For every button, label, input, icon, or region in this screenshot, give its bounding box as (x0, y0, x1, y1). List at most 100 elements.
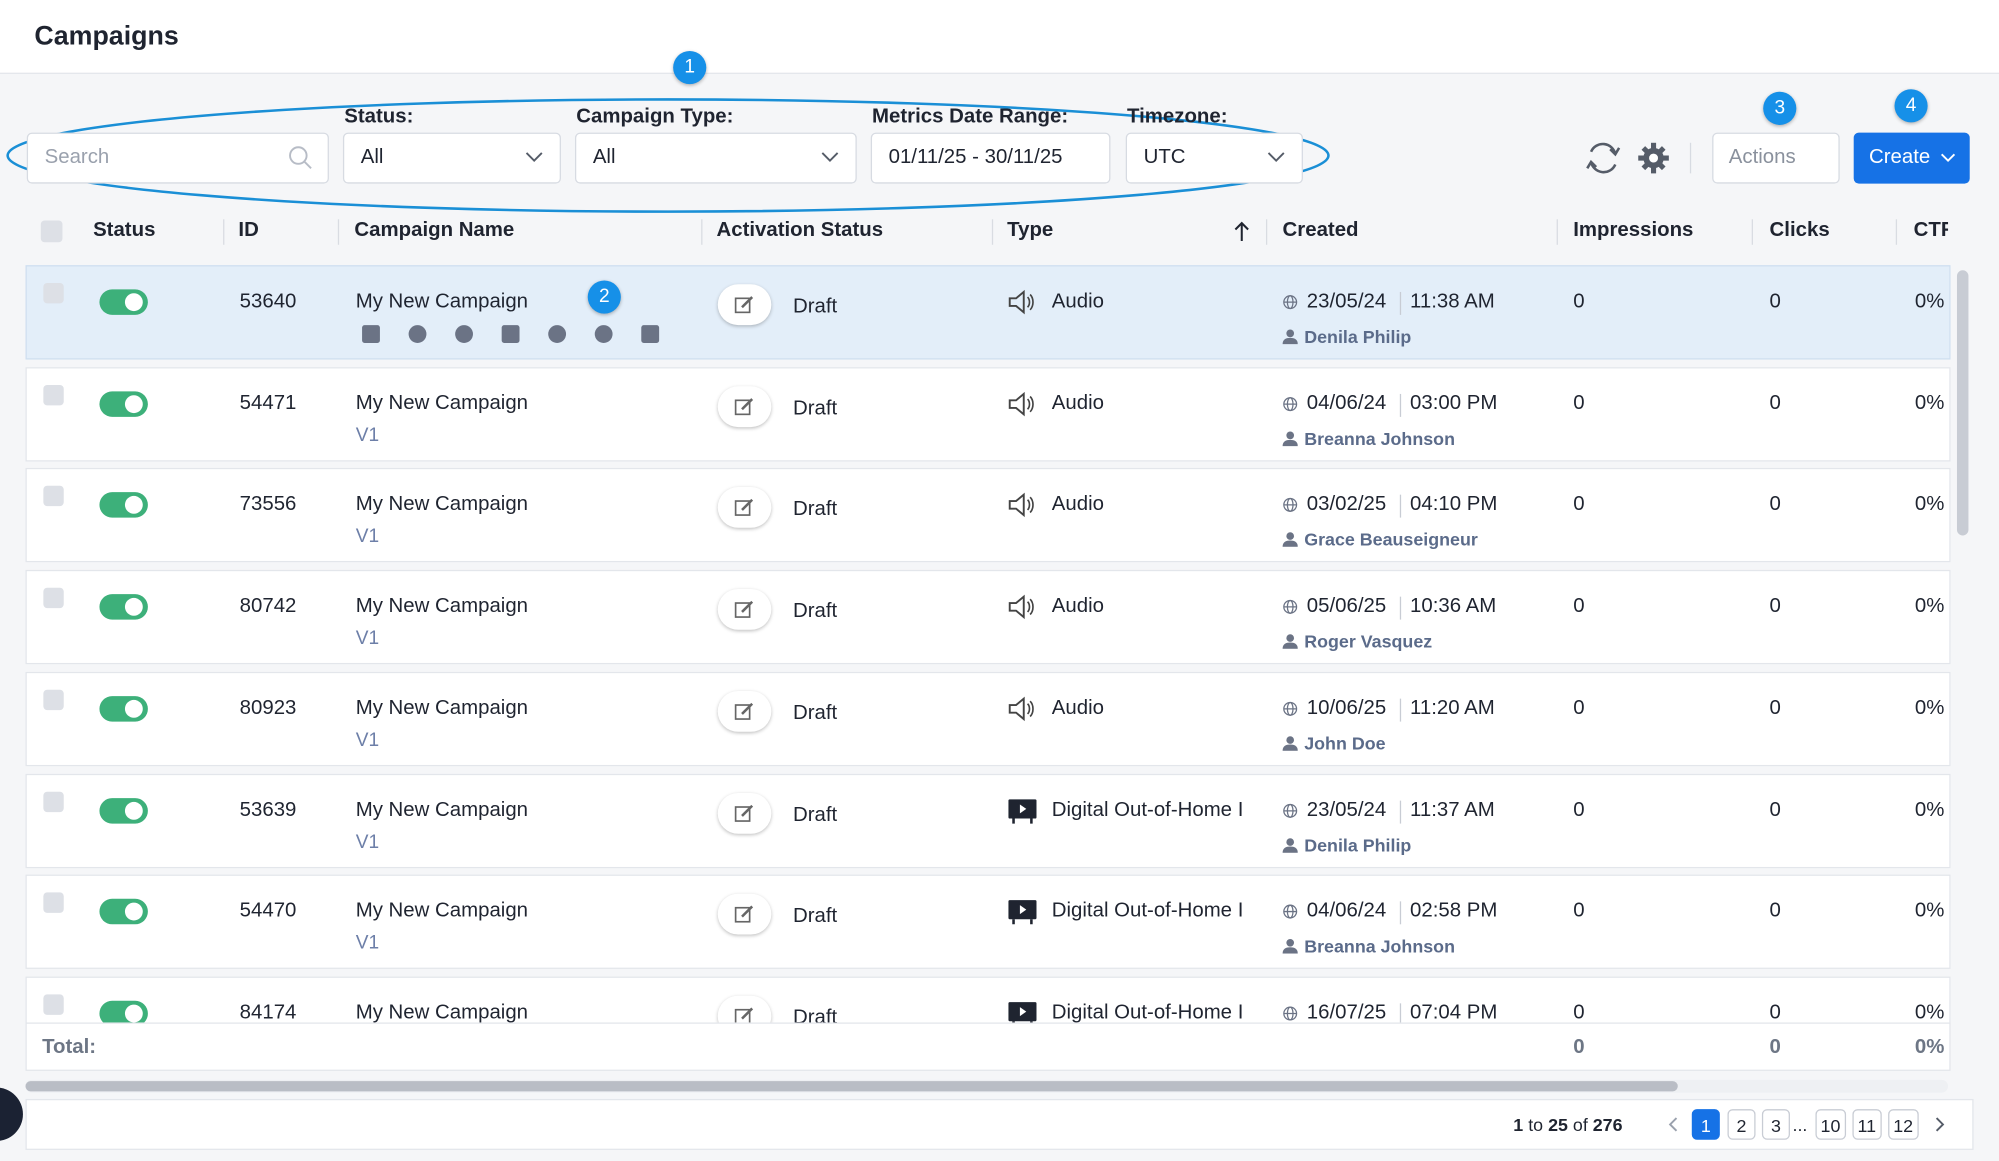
page-button[interactable]: 1 (1691, 1109, 1720, 1140)
activation-status: Draft (792, 702, 838, 724)
row-cells: 84174 My New Campaign Draft Digital Out-of-… (0, 976, 1951, 1023)
toggle-knob (124, 801, 143, 820)
table-row[interactable] (25, 773, 1951, 868)
toggle-knob (124, 394, 143, 413)
created-time: 04:10 PM (1410, 493, 1498, 516)
campaign-type: Audio (1051, 493, 1104, 516)
column-header[interactable]: Created (1282, 219, 1359, 241)
campaign-name[interactable]: My New Campaign (355, 798, 529, 821)
page-arrows[interactable] (1664, 1114, 1957, 1134)
date-separator (1399, 698, 1402, 722)
column-header[interactable]: Impressions (1573, 219, 1694, 241)
user-icon (1282, 329, 1298, 345)
created-time: 02:58 PM (1410, 900, 1498, 922)
page-title: Campaigns (34, 21, 179, 51)
actions-button[interactable] (1712, 132, 1840, 184)
created-date: 23/05/24 (1306, 290, 1387, 313)
created-time: 10:36 AM (1410, 595, 1497, 618)
assistant-badge[interactable] (0, 1087, 23, 1142)
range-to-word: to (1528, 1114, 1544, 1135)
page-button[interactable]: 3 (1761, 1109, 1790, 1140)
totals-clicks: 0 (1769, 1036, 1781, 1059)
filter-highlight (6, 98, 1330, 213)
table-row[interactable] (25, 976, 1951, 1023)
page-button[interactable]: 2 (1727, 1109, 1756, 1140)
row-checkbox[interactable] (43, 689, 64, 710)
campaign-name[interactable]: My New Campaign (355, 900, 529, 922)
column-header[interactable]: Clicks (1769, 219, 1830, 241)
row-checkbox[interactable] (43, 791, 64, 812)
globe-icon (1283, 701, 1298, 716)
row-checkbox[interactable] (43, 994, 64, 1015)
page-button[interactable]: 10 (1815, 1109, 1846, 1140)
table-row[interactable] (25, 468, 1951, 563)
campaign-id: 53639 (239, 798, 297, 821)
campaign-name[interactable]: My New Campaign (355, 290, 529, 313)
table-row[interactable] (25, 569, 1951, 665)
column-header[interactable]: Campaign Name (354, 219, 515, 241)
toggle-knob (124, 699, 143, 718)
timezone-value: UTC (1143, 146, 1186, 169)
select-all-checkbox[interactable] (40, 220, 63, 243)
campaign-type: Audio (1051, 697, 1104, 719)
campaign-name[interactable]: My New Campaign (355, 697, 529, 719)
table-row[interactable] (25, 671, 1951, 766)
toggle-knob (124, 598, 143, 616)
row-checkbox[interactable] (43, 283, 64, 304)
sort-icon[interactable] (1232, 219, 1252, 244)
vertical-scrollbar[interactable] (1956, 270, 1969, 536)
table-row[interactable] (25, 874, 1951, 970)
date-input[interactable] (870, 132, 1111, 184)
clicks: 0 (1769, 798, 1781, 821)
page-button[interactable]: 11 (1852, 1109, 1882, 1140)
column-separator (337, 219, 340, 245)
globe-icon (1283, 904, 1298, 919)
table-body: 53640 My New Campaign 2 Draft Audio 23/05/24 1… (0, 260, 1951, 1023)
activation-status: Draft (792, 1007, 838, 1023)
campaign-version: V1 (355, 932, 380, 954)
globe-icon (1283, 295, 1298, 310)
row-checkbox[interactable] (43, 892, 64, 914)
column-header[interactable]: Type (1007, 219, 1054, 241)
user-icon (1282, 634, 1298, 650)
row-checkbox[interactable] (43, 486, 64, 507)
type-select[interactable] (574, 132, 857, 184)
ctr: 0% (1914, 392, 1945, 414)
campaign-type: Audio (1051, 595, 1104, 618)
campaign-id: 73556 (239, 493, 297, 516)
clicks: 0 (1769, 1001, 1781, 1023)
type-label: Campaign Type: (576, 105, 734, 128)
row-cells: 53639 My New Campaign V1 Draft Digital Out-o… (0, 773, 1951, 867)
campaign-version: V1 (355, 627, 380, 650)
column-separator (223, 219, 225, 245)
user-icon (1282, 939, 1298, 954)
campaign-name[interactable]: My New Campaign (355, 595, 529, 618)
column-header[interactable]: Activation Status (716, 219, 884, 241)
table-row[interactable] (25, 366, 1951, 462)
user-icon (1282, 837, 1298, 853)
page-button[interactable]: 12 (1888, 1109, 1919, 1140)
campaign-name[interactable]: My New Campaign (355, 493, 529, 516)
timezone-label: Timezone: (1127, 105, 1228, 128)
table-row[interactable] (25, 265, 1951, 360)
created-date: 03/02/25 (1306, 493, 1387, 516)
activation-status: Draft (792, 295, 838, 318)
impressions: 0 (1573, 595, 1585, 618)
column-header[interactable]: ID (238, 219, 259, 241)
horizontal-scrollbar[interactable] (25, 1081, 1678, 1092)
created-by: Denila Philip (1304, 326, 1412, 347)
campaign-type: Digital Out-of-Home I (1051, 798, 1244, 821)
row-checkbox[interactable] (43, 587, 64, 609)
ctr: 0% (1914, 290, 1945, 313)
date-separator (1399, 596, 1402, 620)
range-to: 25 (1548, 1114, 1568, 1135)
column-header[interactable]: CTR (1913, 219, 1948, 241)
campaign-name[interactable]: My New Campaign (355, 392, 529, 414)
clicks: 0 (1769, 290, 1781, 313)
campaign-name[interactable]: My New Campaign (355, 1001, 529, 1023)
created-time: 07:04 PM (1410, 1001, 1498, 1023)
search-input[interactable] (26, 132, 329, 184)
impressions: 0 (1573, 798, 1585, 821)
row-checkbox[interactable] (43, 384, 64, 406)
status-select[interactable] (342, 132, 561, 184)
